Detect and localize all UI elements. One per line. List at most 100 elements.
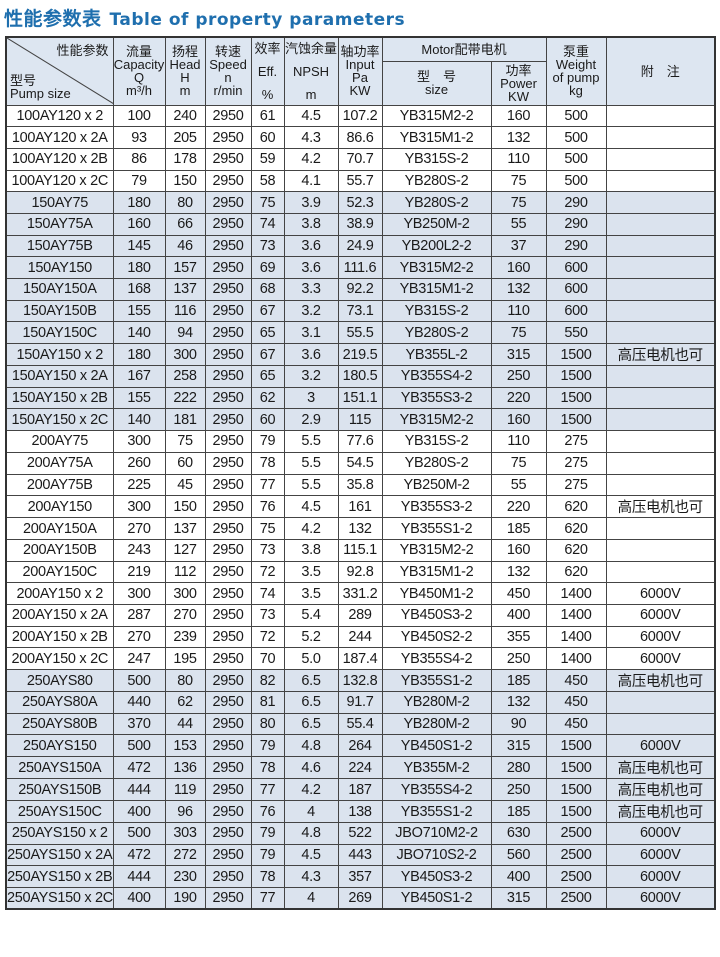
cell-motor-power: 132 [490, 691, 547, 714]
cell-speed: 2950 [204, 778, 252, 802]
table-row: 150AY150A 168 137 2950 68 3.3 92.2 YB315M1-2 132… [5, 278, 716, 301]
cell-motor-size: YB315S-2 [381, 430, 492, 453]
cell-weight: 290 [545, 212, 607, 236]
cell-speed: 2950 [204, 408, 252, 432]
cell-capacity: 444 [112, 865, 166, 889]
cell-pump-size: 200AY75 [5, 430, 114, 453]
header-line: 泵重 [563, 44, 590, 60]
cell-remark: 高压电机也可 [605, 800, 716, 824]
cell-head: 80 [164, 669, 206, 692]
table-row: 200AY150 x 2B 270 239 2950 72 5.2 244 YB450S2-2… [5, 625, 716, 649]
cell-speed: 2950 [204, 712, 252, 736]
cell-weight: 620 [545, 538, 607, 562]
table-row: 250AYS150 x 2 500 303 2950 79 4.8 522 JBO710M2-… [5, 822, 716, 845]
cell-speed: 2950 [204, 756, 252, 780]
cell-input-power: 73.1 [337, 299, 383, 323]
cell-speed: 2950 [204, 603, 252, 627]
cell-motor-power: 55 [490, 212, 547, 236]
header-line: 功率 [505, 62, 532, 78]
cell-motor-size: YB450S1-2 [381, 887, 492, 910]
cell-motor-size: YB355S3-2 [381, 495, 492, 519]
cell-speed: 2950 [204, 451, 252, 475]
header-performance: 性能参数 [56, 43, 109, 59]
table-row: 100AY120 x 2A 93 205 2950 60 4.3 86.6 YB315M1-2… [5, 126, 716, 149]
table-row: 250AYS150 500 153 2950 79 4.8 264 YB450S1-2 315 1… [5, 734, 716, 758]
cell-input-power: 151.1 [337, 386, 383, 410]
cell-motor-power: 450 [490, 582, 547, 605]
cell-pump-size: 200AY150 x 2 [5, 582, 114, 605]
cell-speed: 2950 [204, 169, 252, 193]
cell-eff: 73 [250, 603, 285, 627]
cell-weight: 500 [545, 169, 607, 193]
cell-motor-size: YB450M1-2 [381, 582, 492, 605]
cell-npsh: 4 [283, 800, 339, 824]
header-line: Pump size [10, 86, 71, 102]
cell-capacity: 86 [112, 147, 166, 171]
cell-motor-size: YB315M2-2 [381, 538, 492, 562]
cell-motor-power: 110 [490, 299, 547, 323]
cell-head: 258 [164, 365, 206, 388]
table-row: 250AYS150B 444 119 2950 77 4.2 187 YB355S4-2 250… [5, 778, 716, 802]
cell-speed: 2950 [204, 386, 252, 410]
header-weight: 泵重 Weight of pump kg [545, 36, 607, 106]
cell-capacity: 180 [112, 256, 166, 279]
cell-weight: 620 [545, 495, 607, 519]
cell-speed: 2950 [204, 822, 252, 845]
cell-pump-size: 200AY150 x 2B [5, 625, 114, 649]
cell-head: 190 [164, 887, 206, 910]
cell-eff: 74 [250, 582, 285, 605]
header-line: Pa [352, 70, 368, 86]
cell-motor-size: YB355S4-2 [381, 365, 492, 388]
cell-weight: 1400 [545, 647, 607, 670]
table-row: 200AY150C 219 112 2950 72 3.5 92.8 YB315M1-2 132… [5, 560, 716, 584]
cell-npsh: 4.5 [283, 495, 339, 519]
cell-motor-size: YB450S2-2 [381, 625, 492, 649]
cell-motor-power: 250 [490, 647, 547, 670]
table-row: 100AY120 x 2 100 240 2950 61 4.5 107.2 YB315M2-… [5, 104, 716, 128]
header-line: Weight [555, 57, 597, 73]
header-line: Q [133, 70, 145, 86]
header-line: Input [345, 57, 375, 73]
cell-motor-power: 185 [490, 800, 547, 824]
cell-head: 119 [164, 778, 206, 802]
cell-pump-size: 200AY150A [5, 517, 114, 540]
cell-pump-size: 150AY75 [5, 191, 114, 214]
cell-input-power: 52.3 [337, 191, 383, 214]
header-line: r/min [213, 83, 243, 99]
cell-motor-power: 132 [490, 126, 547, 149]
cell-weight: 290 [545, 191, 607, 214]
cell-motor-power: 90 [490, 712, 547, 736]
cell-input-power: 54.5 [337, 451, 383, 475]
cell-motor-power: 315 [490, 343, 547, 367]
cell-head: 136 [164, 756, 206, 780]
table-row: 100AY120 x 2C 79 150 2950 58 4.1 55.7 YB280S-2 7… [5, 169, 716, 193]
cell-input-power: 522 [337, 822, 383, 845]
cell-speed: 2950 [204, 669, 252, 692]
cell-input-power: 92.8 [337, 560, 383, 584]
cell-npsh: 3.5 [283, 582, 339, 605]
cell-npsh: 4.2 [283, 778, 339, 802]
cell-capacity: 145 [112, 234, 166, 258]
cell-motor-power: 160 [490, 408, 547, 432]
cell-pump-size: 200AY75A [5, 451, 114, 475]
cell-head: 240 [164, 104, 206, 128]
cell-capacity: 140 [112, 408, 166, 432]
cell-motor-size: YB315S-2 [381, 299, 492, 323]
cell-npsh: 4.5 [283, 843, 339, 867]
cell-head: 303 [164, 822, 206, 845]
header-line: NPSH [292, 63, 330, 79]
table-row: 150AY150 x 2C 140 181 2950 60 2.9 115 YB315M2-2… [5, 408, 716, 432]
cell-weight: 500 [545, 126, 607, 149]
cell-motor-power: 160 [490, 538, 547, 562]
cell-head: 153 [164, 734, 206, 758]
cell-motor-power: 315 [490, 734, 547, 758]
cell-input-power: 70.7 [337, 147, 383, 171]
cell-input-power: 55.5 [337, 321, 383, 345]
table-row: 150AY150B 155 116 2950 67 3.2 73.1 YB315S-2 110 6… [5, 299, 716, 323]
header-motor-size: 型 号 size [381, 60, 492, 106]
cell-weight: 600 [545, 278, 607, 301]
header-line: m³/h [126, 83, 152, 99]
cell-capacity: 440 [112, 691, 166, 714]
cell-motor-power: 355 [490, 625, 547, 649]
